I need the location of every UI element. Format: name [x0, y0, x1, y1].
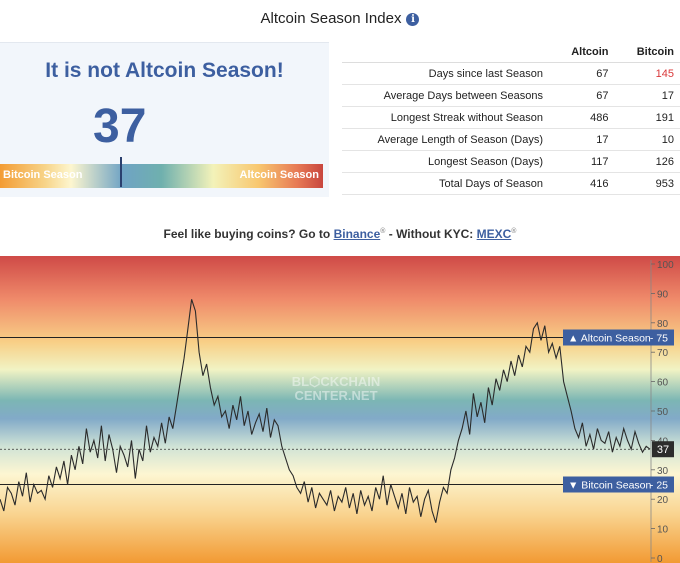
y-tick-label: 70	[657, 348, 669, 359]
reference-label-box	[563, 476, 674, 493]
altcoin-value: 486	[549, 106, 615, 129]
chart-background	[0, 256, 680, 563]
row-label: Longest Season (Days)	[342, 150, 549, 173]
info-icon[interactable]: i	[406, 13, 420, 26]
altcoin-value: 67	[549, 62, 615, 85]
table-row: Average Days between Seasons 67 17	[342, 84, 680, 107]
row-label: Average Length of Season (Days)	[342, 128, 549, 151]
y-tick-label: 10	[657, 525, 669, 536]
table-header-bitcoin: Bitcoin	[614, 42, 680, 63]
y-tick-label: 0	[657, 554, 663, 563]
reference-value: - 75	[650, 333, 668, 345]
promo-middle: - Without KYC:	[385, 227, 477, 241]
index-value: 37	[93, 100, 147, 153]
season-status-panel: It is not Altcoin Season! 37 Bitcoin Sea…	[0, 42, 329, 197]
y-tick-label: 20	[657, 495, 669, 506]
altcoin-value: 67	[549, 84, 615, 107]
season-gauge-bar: Bitcoin Season Altcoin Season	[0, 164, 323, 188]
bitcoin-value: 191	[614, 106, 680, 129]
reference-value: - 25	[650, 480, 668, 492]
altcoin-value: 416	[549, 172, 615, 195]
table-row: Average Length of Season (Days) 17 10	[342, 128, 680, 151]
table-row: Longest Streak without Season 486 191	[342, 106, 680, 129]
y-tick-label: 50	[657, 407, 669, 418]
watermark-text: BL⬡CKCHAIN	[292, 374, 381, 389]
gauge-bitcoin-label: Bitcoin Season	[3, 169, 83, 181]
binance-ext-mark: ®	[380, 228, 386, 235]
mexc-ext-mark: ®	[511, 228, 517, 235]
table-header-blank	[342, 42, 549, 63]
y-tick-label: 100	[657, 260, 674, 271]
y-tick-label: 60	[657, 378, 669, 389]
row-label: Total Days of Season	[342, 172, 549, 195]
current-value-box	[652, 441, 674, 458]
mexc-link[interactable]: MEXC	[476, 227, 512, 241]
y-tick-label: 80	[657, 319, 669, 330]
table-row: Days since last Season 67 145	[342, 62, 680, 85]
page-title: Altcoin Season Index i	[0, 10, 680, 27]
series-line	[0, 299, 651, 523]
table-header-altcoin: Altcoin	[549, 42, 615, 63]
table-row: Longest Season (Days) 117 126	[342, 150, 680, 173]
row-label: Average Days between Seasons	[342, 84, 549, 107]
row-label: Days since last Season	[342, 62, 549, 85]
page-title-text: Altcoin Season Index	[260, 10, 402, 27]
bitcoin-value: 17	[614, 84, 680, 107]
altcoin-value: 17	[549, 128, 615, 151]
y-tick-label: 90	[657, 289, 669, 300]
table-row: Total Days of Season 416 953	[342, 172, 680, 195]
season-stats-table: Altcoin Bitcoin Days since last Season 6…	[342, 42, 680, 195]
altcoin-value: 117	[549, 150, 615, 173]
binance-link[interactable]: Binance	[333, 227, 381, 241]
y-axis: 0102030405060708090100	[650, 260, 674, 563]
gauge-altcoin-label: Altcoin Season	[239, 169, 319, 181]
altcoin-index-chart: 0102030405060708090100 BL⬡CKCHAINCENTER.…	[0, 256, 680, 563]
table-header-row: Altcoin Bitcoin	[342, 42, 680, 63]
current-value-label: 37	[657, 444, 669, 456]
bitcoin-value: 10	[614, 128, 680, 151]
promo-prefix: Feel like buying coins? Go to	[163, 227, 334, 241]
reference-label: ▲ Altcoin Season	[568, 333, 651, 345]
watermark-text: CENTER.NET	[294, 388, 377, 403]
bitcoin-value: 953	[614, 172, 680, 195]
y-tick-label: 30	[657, 466, 669, 477]
row-label: Longest Streak without Season	[342, 106, 549, 129]
reference-label: ▼ Bitcoin Season	[568, 480, 652, 492]
season-headline: It is not Altcoin Season!	[45, 59, 284, 82]
reference-lines: ▲ Altcoin Season - 75 ▼ Bitcoin Season- 25	[0, 329, 674, 493]
bitcoin-value: 126	[614, 150, 680, 173]
current-value-marker: 37	[0, 441, 674, 458]
gauge-marker	[119, 157, 122, 187]
promo-line: Feel like buying coins? Go to Binance® -…	[0, 227, 680, 241]
bitcoin-value: 145	[614, 62, 680, 85]
reference-label-box	[563, 329, 674, 346]
